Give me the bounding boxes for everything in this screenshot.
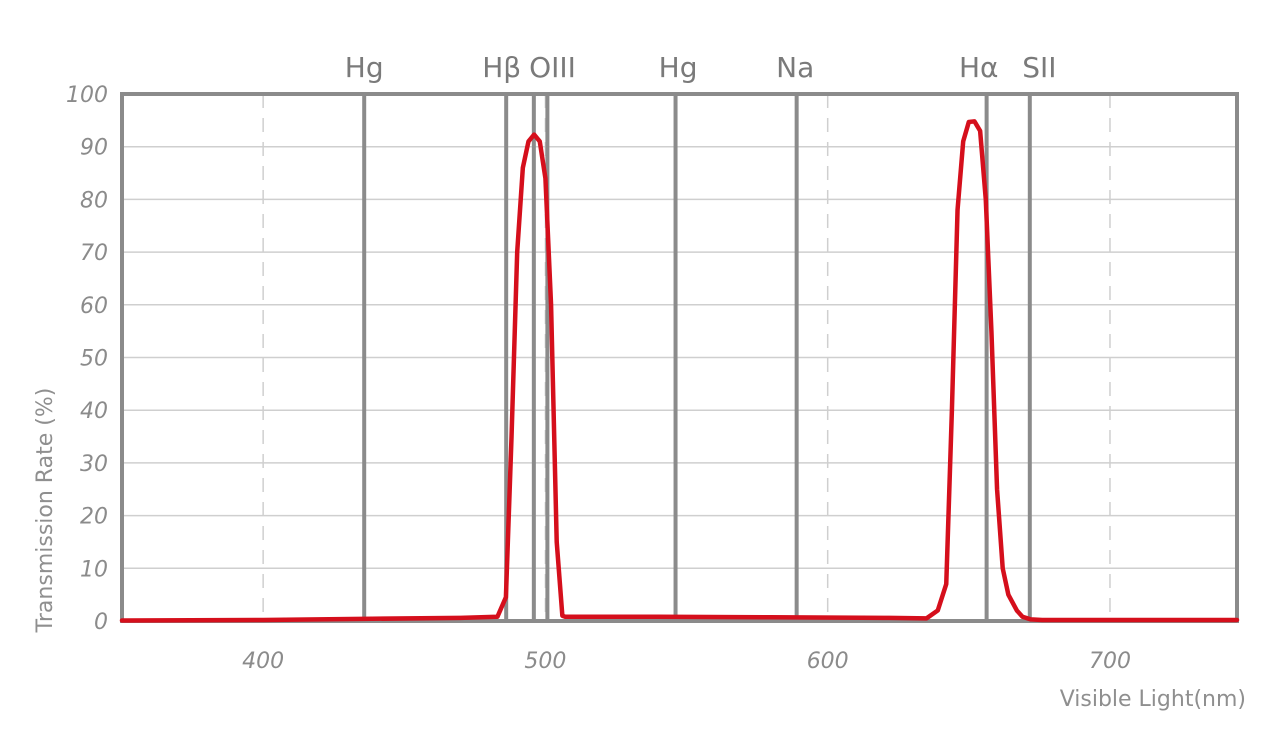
y-tick-label: 60 [80,294,108,319]
y-tick-label: 30 [80,452,108,477]
spectral-line-label: SII [1022,51,1056,84]
x-axis-label: Visible Light(nm) [1060,687,1246,712]
spectral-line-label: OIII [529,51,576,84]
tick-layer: 0 10 20 30 40 50 60 70 80 90 100 400 500 600 700 [66,83,1131,674]
transmission-curve [119,119,1240,623]
y-axis-label: Transmission Rate (%) [33,388,58,634]
y-tick-label: 90 [80,136,108,161]
x-tick-label: 400 [242,649,284,674]
spectral-line-label: Na [776,51,814,84]
y-tick-label: 0 [94,610,108,635]
spectral-line-label: Hβ [482,51,521,84]
curve-layer [119,119,1240,623]
spectral-lines [362,94,1032,621]
label-layer: Hg Hβ OIII Hg Na Hα SII [345,51,1057,84]
plot-frame [120,92,1239,623]
spectral-line-label: Hα [959,51,999,84]
y-tick-label: 50 [80,347,108,372]
y-tick-label: 80 [80,188,108,213]
y-tick-label: 40 [80,399,108,424]
x-tick-label: 700 [1089,649,1131,674]
spectral-line-label: Hg [345,51,384,84]
y-tick-label: 100 [66,83,108,108]
y-tick-label: 70 [80,241,108,266]
x-tick-label: 600 [807,649,849,674]
y-tick-label: 20 [80,505,108,530]
x-tick-label: 500 [524,649,566,674]
spectral-line-label: Hg [659,51,698,84]
y-tick-label: 10 [80,557,108,582]
grid-layer [122,93,1237,622]
